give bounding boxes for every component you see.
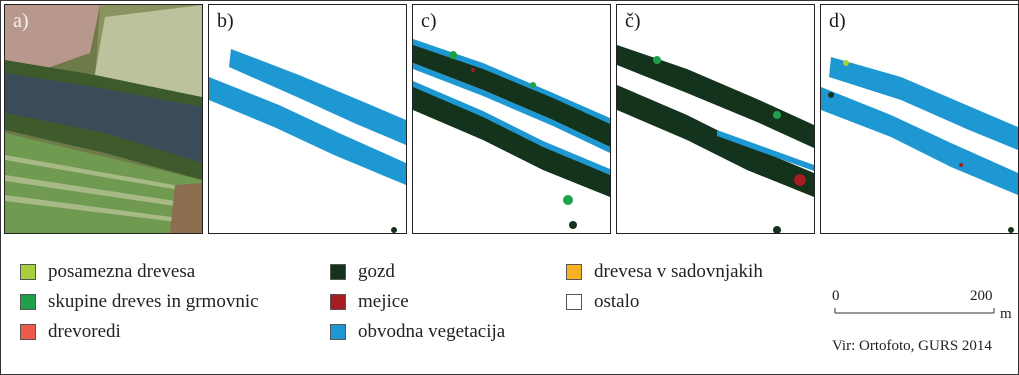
legend-swatch <box>20 264 36 280</box>
legend-label: drevoredi <box>48 321 121 342</box>
legend-swatch <box>330 264 346 280</box>
legend-label: obvodna vegetacija <box>358 321 506 342</box>
scale-bar-line <box>834 308 995 314</box>
scale-bar: 0 200 m <box>832 288 1012 328</box>
orthophoto-image <box>5 5 202 233</box>
legend-label: ostalo <box>594 291 640 312</box>
panel-b-map: b) <box>208 4 407 234</box>
legend-item-obvodna-vegetacija: obvodna vegetacija <box>330 321 505 343</box>
scale-start-label: 0 <box>832 288 840 304</box>
classification-map <box>617 45 814 233</box>
legend-item-ostalo: ostalo <box>566 291 639 313</box>
panel-d-map: d) <box>820 4 1019 234</box>
legend-swatch <box>566 264 582 280</box>
panel-label: č) <box>625 10 641 32</box>
legend-label: drevesa v sadovnjakih <box>594 261 763 282</box>
scale-unit-label: m <box>1000 306 1012 322</box>
classification-map <box>821 57 1018 233</box>
panel-a-orthophoto: a) <box>4 4 203 234</box>
legend-swatch <box>566 294 582 310</box>
legend-swatch <box>20 324 36 340</box>
scale-end-label: 200 <box>970 288 993 304</box>
legend-label: gozd <box>358 261 395 282</box>
panel-label: c) <box>421 10 437 32</box>
legend-item-drevesa-v-sadovnjakih: drevesa v sadovnjakih <box>566 261 763 283</box>
legend-label: posamezna drevesa <box>48 261 196 282</box>
source-credit: Vir: Ortofoto, GURS 2014 <box>832 338 992 354</box>
legend-swatch <box>330 324 346 340</box>
legend-item-posamezna-drevesa: posamezna drevesa <box>20 261 195 283</box>
panel-label: a) <box>13 10 29 32</box>
panel-label: b) <box>217 10 234 32</box>
classification-map <box>209 49 406 233</box>
panel-c-map: c) <box>412 4 611 234</box>
classification-map <box>413 39 610 229</box>
legend-item-drevoredi: drevoredi <box>20 321 121 343</box>
panel-ch-map: č) <box>616 4 815 234</box>
legend-label: skupine dreves in grmovnic <box>48 291 259 312</box>
legend-swatch <box>20 294 36 310</box>
legend-item-skupine-dreves: skupine dreves in grmovnic <box>20 291 259 313</box>
legend-item-mejice: mejice <box>330 291 409 313</box>
legend-swatch <box>330 294 346 310</box>
legend-item-gozd: gozd <box>330 261 395 283</box>
legend-label: mejice <box>358 291 409 312</box>
panel-label: d) <box>829 10 846 32</box>
